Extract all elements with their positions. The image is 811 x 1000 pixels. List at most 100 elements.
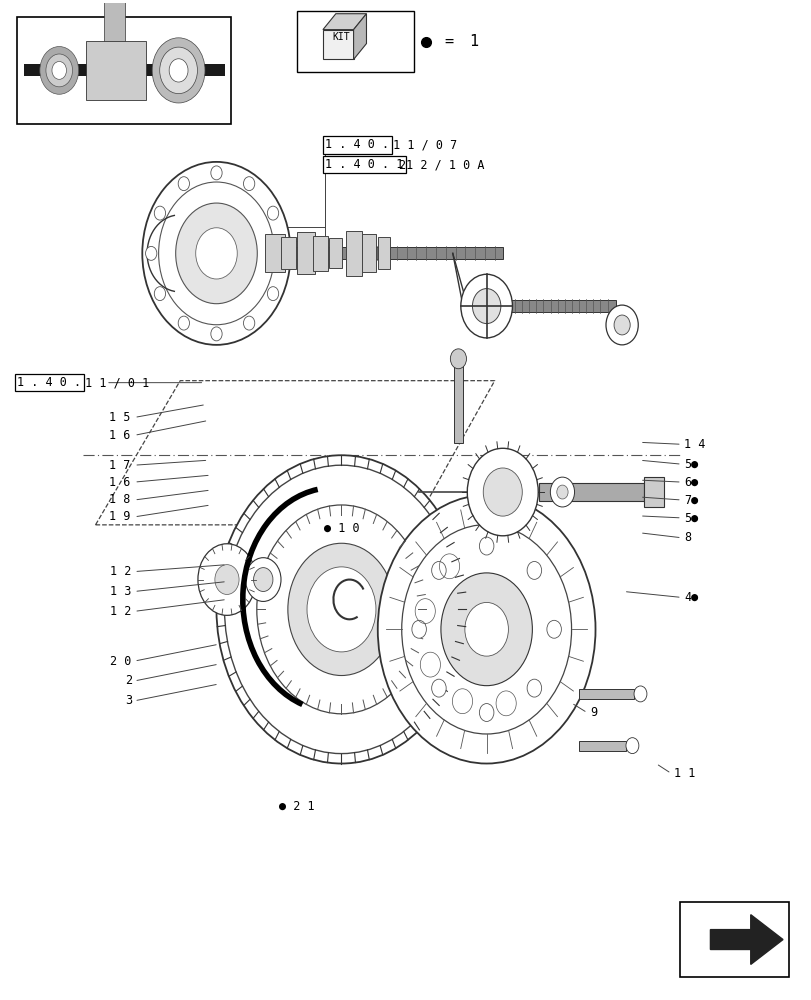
Bar — [313, 236, 328, 271]
Text: 1 . 4 0 . 1: 1 . 4 0 . 1 — [325, 158, 403, 171]
Circle shape — [145, 246, 157, 260]
Polygon shape — [353, 14, 366, 59]
Circle shape — [625, 738, 638, 754]
Text: 3: 3 — [125, 694, 131, 707]
Text: 1 1 / 0 7: 1 1 / 0 7 — [385, 138, 457, 151]
Bar — [361, 234, 375, 272]
Circle shape — [217, 455, 466, 764]
Text: 1 6: 1 6 — [109, 476, 130, 489]
Text: 1: 1 — [468, 34, 478, 49]
Bar — [105, 0, 124, 41]
Text: 1 2: 1 2 — [110, 605, 131, 618]
Circle shape — [253, 568, 272, 591]
Circle shape — [526, 679, 541, 697]
Circle shape — [40, 47, 79, 94]
Circle shape — [431, 561, 445, 579]
Circle shape — [178, 177, 189, 191]
Circle shape — [46, 54, 72, 87]
Text: 4●: 4● — [684, 591, 697, 604]
Circle shape — [225, 465, 458, 754]
Circle shape — [267, 206, 278, 220]
Circle shape — [307, 567, 375, 652]
Circle shape — [556, 485, 568, 499]
Bar — [281, 237, 295, 269]
Text: ● 1 0: ● 1 0 — [324, 521, 359, 534]
Circle shape — [256, 505, 426, 714]
Circle shape — [633, 686, 646, 702]
Text: 7●: 7● — [684, 493, 697, 506]
Circle shape — [154, 287, 165, 301]
Circle shape — [215, 565, 238, 594]
Bar — [329, 238, 342, 268]
Text: 1 1 / 0 1: 1 1 / 0 1 — [78, 376, 149, 389]
Circle shape — [267, 287, 278, 301]
Circle shape — [211, 166, 222, 180]
Text: 1 8: 1 8 — [109, 493, 130, 506]
Text: 2 0: 2 0 — [110, 655, 131, 668]
Text: 5●: 5● — [684, 458, 697, 471]
Text: 9: 9 — [589, 706, 596, 719]
Text: 1 . 4 0 .: 1 . 4 0 . — [325, 138, 389, 151]
Circle shape — [154, 206, 165, 220]
Text: ● 2 1: ● 2 1 — [278, 800, 314, 813]
Circle shape — [440, 573, 532, 686]
Circle shape — [478, 704, 493, 721]
Circle shape — [178, 316, 189, 330]
Bar — [281, 247, 502, 259]
Circle shape — [526, 561, 541, 579]
Bar — [17, 17, 230, 124]
Bar — [86, 41, 146, 100]
Text: 1 1: 1 1 — [673, 767, 694, 780]
Text: =: = — [444, 34, 453, 49]
Bar — [453, 364, 463, 443]
Text: 1 3: 1 3 — [110, 585, 131, 598]
Circle shape — [211, 327, 222, 341]
Bar — [264, 234, 285, 272]
Text: 1 . 4 0 .: 1 . 4 0 . — [17, 376, 81, 389]
Text: 1 9: 1 9 — [109, 510, 130, 523]
Circle shape — [52, 61, 67, 79]
Circle shape — [483, 468, 521, 516]
Circle shape — [158, 182, 274, 325]
Text: 6●: 6● — [684, 476, 697, 489]
Circle shape — [276, 246, 287, 260]
Bar — [345, 231, 361, 276]
Bar — [377, 237, 389, 269]
Text: 2: 2 — [125, 674, 131, 687]
Bar — [323, 30, 353, 59]
Circle shape — [550, 477, 574, 507]
Bar — [297, 11, 414, 72]
Circle shape — [411, 620, 426, 638]
Text: 1 4: 1 4 — [684, 438, 705, 451]
Circle shape — [198, 544, 255, 615]
Circle shape — [243, 177, 255, 191]
Bar — [643, 477, 663, 507]
Text: 8: 8 — [684, 531, 690, 544]
Circle shape — [288, 543, 395, 676]
Circle shape — [401, 525, 571, 734]
Circle shape — [175, 203, 257, 304]
Text: 5●: 5● — [684, 511, 697, 524]
Text: 21 2 / 1 0 A: 21 2 / 1 0 A — [398, 158, 483, 171]
Circle shape — [431, 679, 445, 697]
Bar — [578, 689, 633, 699]
Circle shape — [613, 315, 629, 335]
Circle shape — [243, 316, 255, 330]
Circle shape — [472, 289, 500, 324]
Circle shape — [450, 349, 466, 369]
Circle shape — [465, 602, 508, 656]
Circle shape — [478, 537, 493, 555]
Bar — [680, 902, 788, 977]
Circle shape — [547, 620, 560, 638]
Text: KIT: KIT — [333, 32, 350, 42]
Circle shape — [142, 162, 290, 345]
Circle shape — [605, 305, 637, 345]
Circle shape — [195, 228, 237, 279]
Text: 1 7: 1 7 — [109, 459, 130, 472]
Circle shape — [245, 558, 281, 601]
Bar — [297, 232, 315, 274]
Circle shape — [377, 495, 594, 764]
Text: 1 6: 1 6 — [109, 429, 130, 442]
Polygon shape — [710, 915, 782, 964]
Bar — [578, 741, 625, 751]
